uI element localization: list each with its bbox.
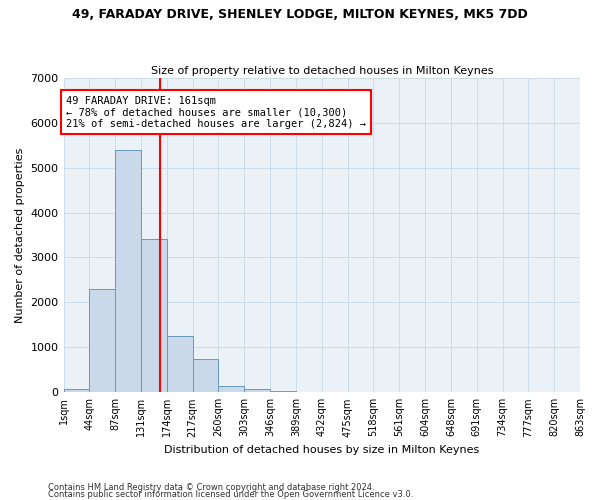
Bar [244,389,270,392]
Bar [270,391,296,392]
Text: Contains HM Land Registry data © Crown copyright and database right 2024.: Contains HM Land Registry data © Crown c… [48,484,374,492]
Bar [218,386,244,392]
Bar [115,150,141,392]
Bar [64,389,89,392]
Text: 49, FARADAY DRIVE, SHENLEY LODGE, MILTON KEYNES, MK5 7DD: 49, FARADAY DRIVE, SHENLEY LODGE, MILTON… [72,8,528,20]
Bar [89,289,115,393]
Text: Contains public sector information licensed under the Open Government Licence v3: Contains public sector information licen… [48,490,413,499]
Title: Size of property relative to detached houses in Milton Keynes: Size of property relative to detached ho… [151,66,493,76]
Bar [167,336,193,392]
Y-axis label: Number of detached properties: Number of detached properties [15,148,25,322]
Bar [141,240,167,392]
Text: 49 FARADAY DRIVE: 161sqm
← 78% of detached houses are smaller (10,300)
21% of se: 49 FARADAY DRIVE: 161sqm ← 78% of detach… [66,96,366,129]
Bar [193,358,218,392]
X-axis label: Distribution of detached houses by size in Milton Keynes: Distribution of detached houses by size … [164,445,479,455]
